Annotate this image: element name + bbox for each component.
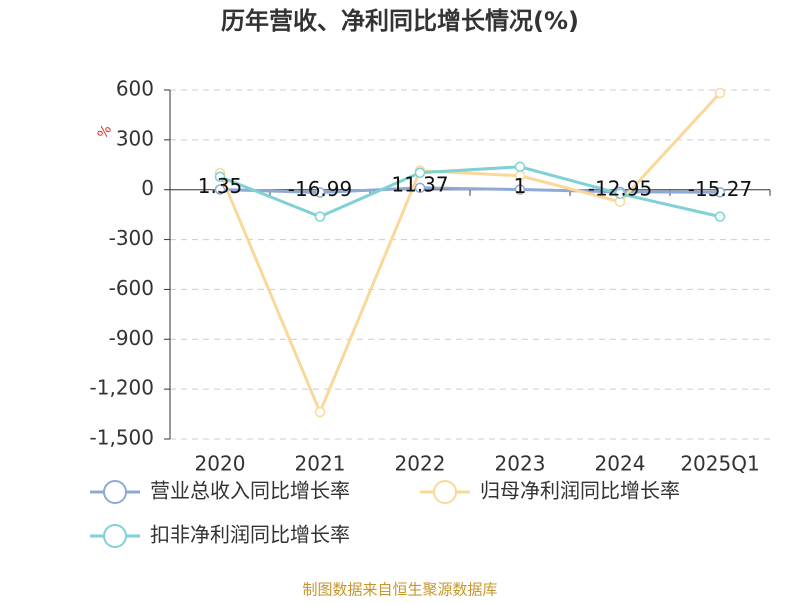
y-tick-label: -300 — [109, 226, 154, 250]
y-tick-label: 300 — [116, 126, 154, 150]
series-line — [218, 91, 722, 416]
data-point — [314, 211, 326, 222]
data-point — [714, 211, 726, 222]
legend-marker — [103, 524, 127, 548]
data-point — [614, 188, 626, 199]
x-tick-label: 2022 — [395, 452, 446, 476]
x-tick-label: 2025Q1 — [680, 452, 759, 476]
x-tick-label: 2021 — [295, 452, 346, 476]
x-tick-label: 2023 — [495, 452, 546, 476]
data-label: -16.99 — [288, 177, 352, 201]
legend-marker — [103, 480, 127, 504]
legend-label: 扣非净利润同比增长率 — [150, 523, 350, 547]
data-point — [714, 87, 726, 99]
source-note: 制图数据来自恒生聚源数据库 — [302, 581, 497, 599]
data-label: -12.95 — [588, 176, 652, 200]
y-tick-label: -1,500 — [90, 426, 154, 450]
legend-label: 营业总收入同比增长率 — [150, 479, 350, 503]
y-tick-label: 600 — [116, 77, 154, 101]
y-tick-label: 0 — [141, 176, 154, 200]
data-point — [314, 187, 326, 198]
y-tick-label: -600 — [109, 276, 154, 300]
data-label: 1 — [514, 174, 527, 198]
data-point — [414, 167, 426, 179]
data-point — [414, 182, 426, 194]
data-point — [314, 406, 326, 418]
data-point — [714, 187, 726, 198]
data-label: 11.37 — [391, 172, 448, 196]
series-line — [219, 186, 721, 195]
data-label: 1.35 — [198, 174, 243, 198]
y-tick-label: -1,200 — [90, 376, 154, 400]
legend-label: 归母净利润同比增长率 — [480, 479, 680, 503]
data-point — [214, 171, 226, 183]
data-point — [514, 184, 526, 195]
y-unit: % — [95, 122, 116, 142]
x-tick-label: 2020 — [195, 452, 246, 476]
y-tick-label: -900 — [109, 326, 154, 350]
data-label: -15.27 — [688, 177, 752, 201]
legend-marker — [433, 480, 457, 504]
x-tick-label: 2024 — [595, 452, 646, 476]
chart-title: 历年营收、净利同比增长情况(%) — [221, 7, 579, 35]
series-line — [219, 165, 721, 219]
data-point — [514, 161, 526, 173]
data-point — [214, 184, 226, 195]
